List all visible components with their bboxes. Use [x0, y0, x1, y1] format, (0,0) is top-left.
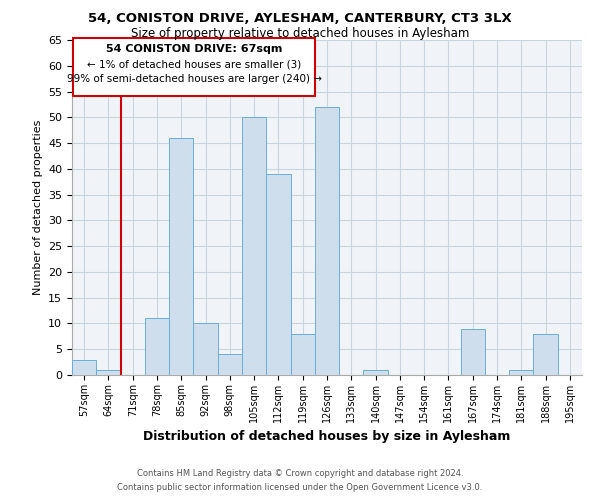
Text: Contains public sector information licensed under the Open Government Licence v3: Contains public sector information licen… [118, 484, 482, 492]
Text: ← 1% of detached houses are smaller (3): ← 1% of detached houses are smaller (3) [87, 59, 301, 69]
Bar [509, 370, 533, 375]
Text: 54 CONISTON DRIVE: 67sqm: 54 CONISTON DRIVE: 67sqm [106, 44, 282, 54]
Bar [242, 118, 266, 375]
Bar [290, 334, 315, 375]
Bar [364, 370, 388, 375]
Bar [315, 107, 339, 375]
Text: 99% of semi-detached houses are larger (240) →: 99% of semi-detached houses are larger (… [67, 74, 322, 84]
Y-axis label: Number of detached properties: Number of detached properties [32, 120, 43, 295]
Bar [72, 360, 96, 375]
Text: 54, CONISTON DRIVE, AYLESHAM, CANTERBURY, CT3 3LX: 54, CONISTON DRIVE, AYLESHAM, CANTERBURY… [88, 12, 512, 26]
Text: Size of property relative to detached houses in Aylesham: Size of property relative to detached ho… [131, 28, 469, 40]
Bar [266, 174, 290, 375]
Bar [461, 328, 485, 375]
Bar [145, 318, 169, 375]
X-axis label: Distribution of detached houses by size in Aylesham: Distribution of detached houses by size … [143, 430, 511, 443]
Bar [533, 334, 558, 375]
Bar [73, 38, 315, 96]
Bar [169, 138, 193, 375]
Bar [218, 354, 242, 375]
Text: Contains HM Land Registry data © Crown copyright and database right 2024.: Contains HM Land Registry data © Crown c… [137, 468, 463, 477]
Bar [193, 324, 218, 375]
Bar [96, 370, 121, 375]
